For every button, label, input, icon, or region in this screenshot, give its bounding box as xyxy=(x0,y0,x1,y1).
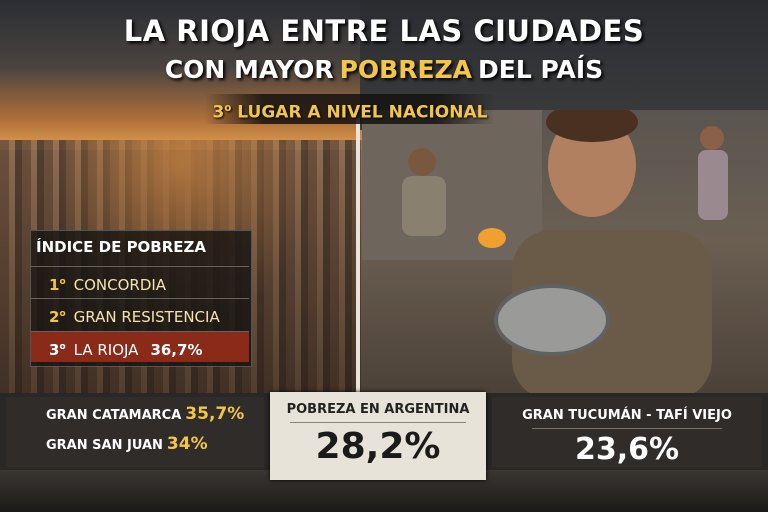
ranking-row: 1o CONCORDIA xyxy=(31,266,249,297)
child-hair xyxy=(546,102,638,142)
subtitle-text: LUGAR A NIVEL NACIONAL xyxy=(237,102,488,123)
ranking-value: 36,7% xyxy=(150,341,203,359)
ranking-name: CONCORDIA xyxy=(73,276,167,294)
ranking-rank: 1o xyxy=(49,276,66,294)
stat-name: GRAN SAN JUAN xyxy=(46,438,163,453)
ranking-rank: 3o xyxy=(49,341,66,359)
right-stat-box xyxy=(492,397,762,467)
right-rule xyxy=(532,428,722,429)
child-illustration xyxy=(362,102,728,400)
title-line-2: CON MAYOR POBREZA DEL PAÍS xyxy=(0,55,768,84)
wall xyxy=(362,110,542,260)
girl-head xyxy=(700,126,724,150)
ranking-name: GRAN RESISTENCIA xyxy=(73,308,220,326)
subtitle: 3o LUGAR A NIVEL NACIONAL xyxy=(205,94,495,124)
girl-body xyxy=(698,150,728,220)
divider xyxy=(356,118,360,398)
stat-value: 34% xyxy=(166,434,208,454)
title-highlight: POBREZA xyxy=(339,55,473,84)
left-stats-box xyxy=(6,397,264,467)
rank-number: 3 xyxy=(49,341,60,359)
ranking-row: 2o GRAN RESISTENCIA xyxy=(31,298,249,329)
subtitle-rank: 3 xyxy=(212,102,225,123)
center-stat-label: POBREZA EN ARGENTINA xyxy=(286,402,470,417)
bowl xyxy=(494,284,610,356)
center-stat-box xyxy=(270,392,486,480)
stat-row: GRAN SAN JUAN 34% xyxy=(46,434,208,454)
rank-ordinal: o xyxy=(59,309,66,319)
stat-name: GRAN CATAMARCA xyxy=(46,408,182,423)
subtitle-ordinal: o xyxy=(224,103,232,114)
woman-body xyxy=(402,176,446,236)
ranking-name: LA RIOJA xyxy=(73,341,139,359)
right-stat-label: GRAN TUCUMÁN - TAFÍ VIEJO xyxy=(522,408,732,423)
child-photo xyxy=(362,102,768,400)
ranking-row-highlight: 3o LA RIOJA 36,7% xyxy=(31,331,249,362)
title-line-1: LA RIOJA ENTRE LAS CIUDADES xyxy=(123,14,645,48)
rank-number: 1 xyxy=(49,276,60,294)
stat-value: 35,7% xyxy=(185,404,245,424)
rank-number: 2 xyxy=(49,308,60,326)
child-body xyxy=(512,230,712,400)
fire xyxy=(478,228,506,248)
stat-row: GRAN CATAMARCA 35,7% xyxy=(46,404,244,424)
ranking-title: ÍNDICE DE POBREZA xyxy=(36,238,207,256)
title-text: DEL PAÍS xyxy=(478,55,604,84)
ranking-rank: 2o xyxy=(49,308,66,326)
center-rule xyxy=(290,422,466,423)
center-stat-value: 28,2% xyxy=(315,426,441,467)
right-stat-value: 23,6% xyxy=(574,432,680,467)
rank-ordinal: o xyxy=(59,342,66,352)
title-text: CON MAYOR xyxy=(164,55,334,84)
woman-head xyxy=(408,148,436,176)
rank-ordinal: o xyxy=(59,277,66,287)
